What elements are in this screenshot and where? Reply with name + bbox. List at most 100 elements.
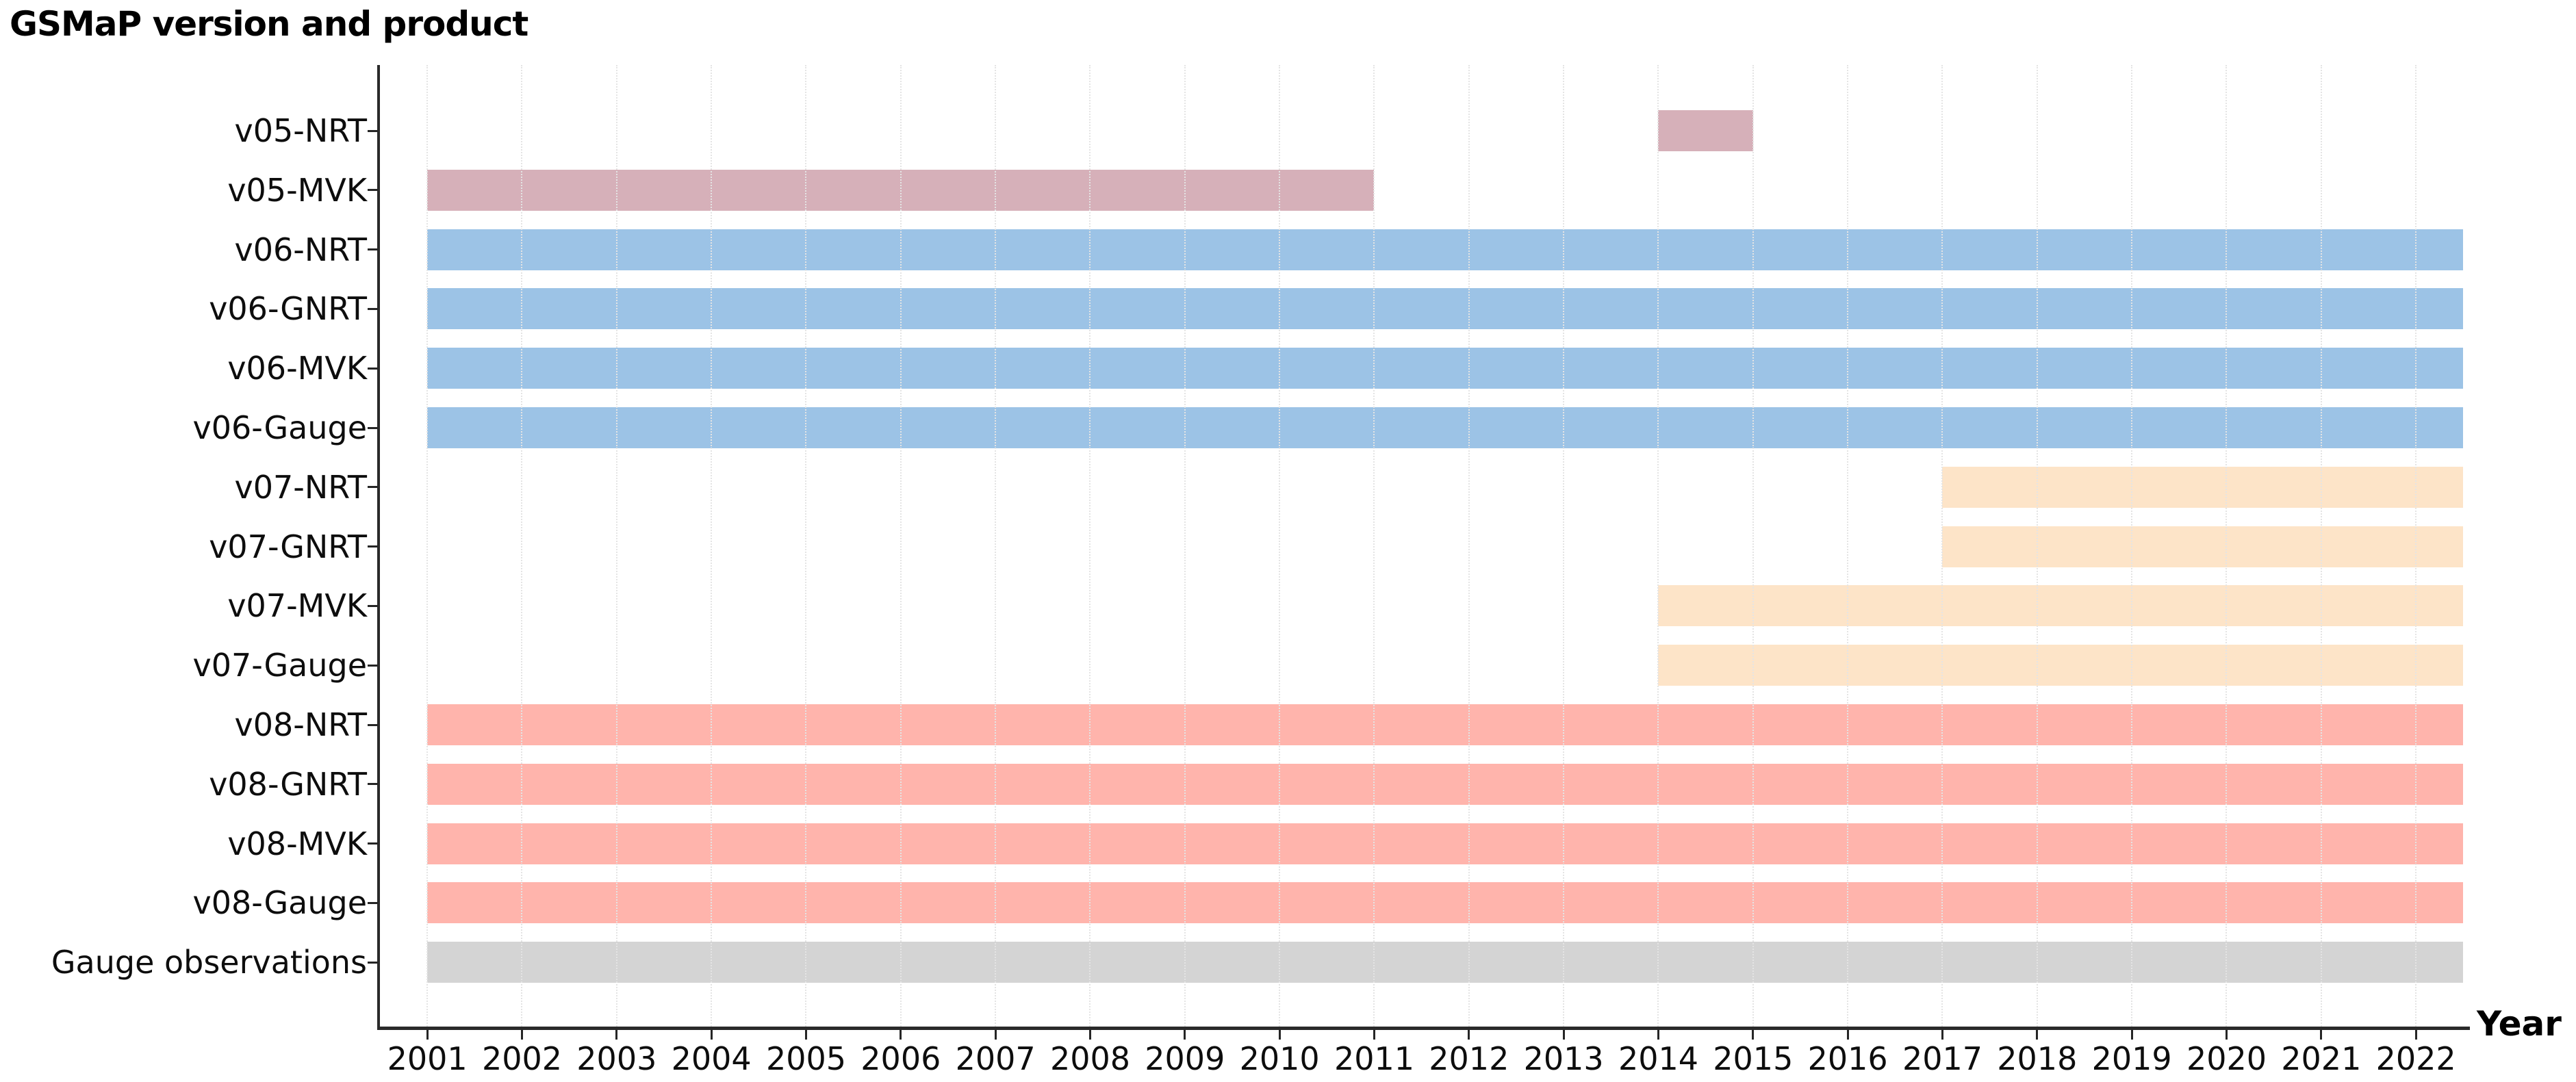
row-label-v08-nrt: v08-NRT — [234, 706, 367, 743]
y-tick — [368, 901, 378, 904]
x-tick-label-2009: 2009 — [1145, 1040, 1225, 1077]
timeline-bar-v07-mvk — [1658, 585, 2464, 627]
year-gridline — [1373, 65, 1375, 1027]
x-tick — [2414, 1030, 2417, 1040]
row-label-gauge-observations: Gauge observations — [51, 944, 367, 981]
row-label-v08-mvk: v08-MVK — [227, 825, 367, 862]
x-tick — [426, 1030, 429, 1040]
row-label-v08-gnrt: v08-GNRT — [209, 765, 367, 803]
x-tick — [2320, 1030, 2323, 1040]
year-gridline — [1563, 65, 1565, 1027]
x-tick-label-2022: 2022 — [2375, 1040, 2456, 1077]
year-gridline — [2320, 65, 2322, 1027]
timeline-bar-v08-gauge — [427, 882, 2464, 924]
y-tick — [368, 664, 378, 667]
year-gridline — [2036, 65, 2038, 1027]
y-tick — [368, 367, 378, 370]
y-tick — [368, 783, 378, 786]
row-label-v06-gauge: v06-Gauge — [192, 409, 367, 446]
year-gridline — [1184, 65, 1186, 1027]
timeline-bar-v08-nrt — [427, 704, 2464, 745]
x-tick-label-2014: 2014 — [1618, 1040, 1699, 1077]
year-gridline — [1847, 65, 1849, 1027]
year-gridline — [1468, 65, 1470, 1027]
row-label-v07-gauge: v07-Gauge — [192, 647, 367, 684]
row-label-v07-mvk: v07-MVK — [227, 587, 367, 625]
x-tick-label-2015: 2015 — [1713, 1040, 1794, 1077]
x-tick — [1373, 1030, 1375, 1040]
x-tick — [1846, 1030, 1849, 1040]
x-tick — [1562, 1030, 1565, 1040]
year-gridline — [2226, 65, 2228, 1027]
x-tick-label-2008: 2008 — [1049, 1040, 1131, 1077]
x-tick-label-2007: 2007 — [955, 1040, 1036, 1077]
x-tick-label-2013: 2013 — [1523, 1040, 1604, 1077]
x-tick — [2036, 1030, 2039, 1040]
row-label-v08-gauge: v08-Gauge — [192, 884, 367, 922]
x-tick — [1468, 1030, 1470, 1040]
timeline-bar-v05-nrt — [1658, 110, 1753, 151]
x-tick-label-2021: 2021 — [2281, 1040, 2362, 1077]
timeline-bar-v06-gauge — [427, 407, 2464, 448]
x-tick — [1278, 1030, 1281, 1040]
y-tick — [368, 189, 378, 192]
timeline-bar-v06-mvk — [427, 348, 2464, 389]
x-tick-label-2003: 2003 — [576, 1040, 657, 1077]
y-tick — [368, 842, 378, 845]
y-tick — [368, 129, 378, 132]
year-gridline — [2415, 65, 2417, 1027]
x-tick-label-2011: 2011 — [1334, 1040, 1415, 1077]
x-tick-label-2018: 2018 — [1997, 1040, 2078, 1077]
year-gridline — [900, 65, 902, 1027]
y-tick — [368, 723, 378, 726]
x-tick-label-2006: 2006 — [860, 1040, 941, 1077]
y-tick — [368, 248, 378, 251]
x-tick — [2130, 1030, 2133, 1040]
year-gridline — [426, 65, 429, 1027]
x-tick-label-2016: 2016 — [1807, 1040, 1888, 1077]
year-gridline — [1941, 65, 1943, 1027]
y-tick — [368, 486, 378, 489]
x-axis-label: Year — [2477, 1004, 2562, 1044]
year-gridline — [1089, 65, 1091, 1027]
x-tick — [900, 1030, 902, 1040]
x-tick — [710, 1030, 713, 1040]
x-tick — [1184, 1030, 1186, 1040]
timeline-bar-v07-gnrt — [1942, 526, 2464, 567]
year-gridline — [2131, 65, 2133, 1027]
y-tick — [368, 307, 378, 310]
x-tick — [804, 1030, 807, 1040]
year-gridline — [1752, 65, 1754, 1027]
year-gridline — [615, 65, 617, 1027]
y-tick — [368, 604, 378, 607]
timeline-bar-v07-gauge — [1658, 645, 2464, 686]
row-label-v06-mvk: v06-MVK — [227, 350, 367, 387]
y-tick — [368, 426, 378, 429]
timeline-bar-v08-gnrt — [427, 763, 2464, 805]
x-tick-label-2001: 2001 — [387, 1040, 468, 1077]
x-tick-label-2010: 2010 — [1239, 1040, 1320, 1077]
timeline-bar-v06-gnrt — [427, 288, 2464, 330]
timeline-bar-gauge-observations — [427, 942, 2464, 983]
row-label-v07-gnrt: v07-GNRT — [209, 528, 367, 565]
year-gridline — [1657, 65, 1659, 1027]
x-tick-label-2004: 2004 — [671, 1040, 752, 1077]
timeline-bar-v07-nrt — [1942, 466, 2464, 508]
x-tick — [1752, 1030, 1755, 1040]
year-gridline — [1279, 65, 1281, 1027]
timeline-bar-v08-mvk — [427, 823, 2464, 864]
row-label-v06-gnrt: v06-GNRT — [209, 290, 367, 328]
x-axis-spine — [377, 1027, 2470, 1030]
x-tick-label-2017: 2017 — [1902, 1040, 1983, 1077]
x-tick-label-2002: 2002 — [481, 1040, 563, 1077]
x-tick — [520, 1030, 523, 1040]
year-gridline — [805, 65, 807, 1027]
year-gridline — [711, 65, 713, 1027]
row-label-v05-nrt: v05-NRT — [234, 112, 367, 149]
x-tick-label-2020: 2020 — [2186, 1040, 2267, 1077]
x-tick — [1088, 1030, 1091, 1040]
row-label-v05-mvk: v05-MVK — [227, 171, 367, 209]
row-label-v06-nrt: v06-NRT — [234, 231, 367, 268]
year-gridline — [995, 65, 997, 1027]
